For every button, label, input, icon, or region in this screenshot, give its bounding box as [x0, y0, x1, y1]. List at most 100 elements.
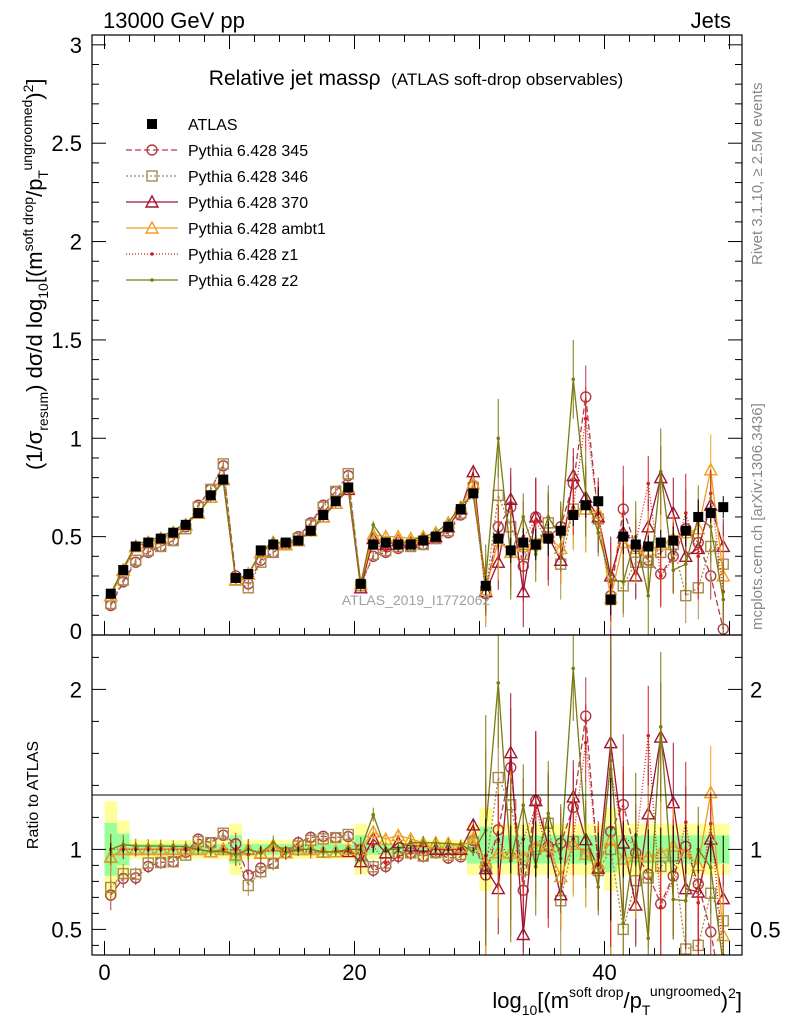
data-point	[568, 510, 579, 520]
y-tick-label-main: 2	[70, 230, 82, 255]
data-point	[533, 519, 538, 523]
data-point	[718, 502, 729, 513]
data-point	[118, 565, 129, 576]
ratio-point	[217, 827, 229, 839]
ratio-point	[271, 840, 276, 845]
ratio-point	[117, 867, 129, 880]
data-point	[516, 584, 531, 598]
data-point	[643, 541, 654, 552]
chart-title-group: Relative jet massρ (ATLAS soft-drop obse…	[209, 67, 623, 90]
ratio-point	[658, 905, 663, 910]
ratio-series-atlas	[110, 778, 724, 921]
data-point	[630, 539, 641, 550]
legend-marker	[144, 220, 160, 234]
data-point	[242, 582, 254, 594]
ratio-point	[155, 856, 167, 869]
data-point	[505, 545, 516, 556]
data-point	[618, 531, 629, 542]
data-point	[683, 511, 688, 515]
data-point	[518, 537, 529, 548]
header-left: 13000 GeV pp	[103, 8, 245, 33]
main-series-layer	[103, 339, 731, 635]
data-point	[443, 521, 454, 532]
data-point	[680, 525, 691, 536]
ratio-point	[342, 828, 354, 841]
ratio-point	[408, 851, 413, 855]
legend-entry: Pythia 6.428 z2	[126, 273, 298, 290]
data-point	[405, 539, 416, 550]
data-point	[371, 523, 376, 527]
ratio-point	[366, 824, 381, 838]
data-point	[655, 537, 666, 548]
data-point	[668, 535, 679, 546]
data-point	[155, 533, 166, 544]
ratio-point	[533, 805, 538, 810]
y-tick-label-main: 1.5	[51, 328, 82, 353]
data-point	[243, 569, 254, 580]
data-point	[721, 597, 726, 602]
ratio-point	[242, 879, 254, 892]
ratio-point	[171, 844, 176, 849]
y-tick-label-main-zero: 0	[70, 619, 82, 644]
ratio-point	[233, 853, 238, 857]
ratio-point	[158, 844, 163, 848]
ratio-point	[621, 921, 626, 925]
data-point	[621, 580, 626, 584]
ratio-point	[330, 831, 342, 844]
data-point	[393, 539, 404, 550]
y-tick-label-ratio: 0.5	[51, 917, 82, 942]
legend-label: ATLAS	[188, 117, 238, 134]
legend-label: Pythia 6.428 346	[188, 169, 308, 186]
ratio-point	[696, 900, 701, 905]
ratio-point	[208, 849, 213, 854]
rivet-version-text: Rivet 3.1.10, ≥ 2.5M events	[749, 83, 766, 266]
data-point	[555, 525, 566, 536]
ratio-point	[492, 771, 504, 784]
ratio-point	[496, 681, 501, 685]
data-point	[693, 511, 704, 522]
data-point	[380, 537, 391, 548]
ratio-line	[110, 775, 724, 950]
y-tick-label-ratio: 1	[70, 837, 82, 862]
ratio-point	[421, 840, 426, 845]
ratio-point	[255, 866, 267, 878]
data-point	[255, 545, 266, 556]
data-point	[496, 436, 501, 441]
ratio-point	[546, 811, 551, 816]
y-axis-label-main: (1/σresum) dσ/d log10[(msoft drop/pTungr…	[19, 78, 51, 470]
data-point	[608, 578, 613, 582]
ratio-point	[383, 861, 388, 865]
ratio-point	[683, 820, 688, 825]
data-point	[383, 548, 388, 553]
data-point	[658, 574, 663, 578]
data-point	[455, 504, 466, 515]
ratio-point	[466, 817, 481, 831]
ratio-point	[167, 856, 179, 868]
data-point	[546, 515, 551, 519]
ratio-point	[421, 850, 426, 855]
data-point	[658, 469, 663, 474]
legend-marker	[146, 144, 158, 156]
ratio-series-pythia-6-428-z1	[108, 635, 726, 955]
ratio-point	[317, 833, 329, 845]
legend-marker	[150, 252, 154, 256]
ratio-point	[371, 812, 376, 817]
data-point	[646, 481, 651, 486]
data-point	[105, 588, 116, 599]
data-point	[217, 458, 229, 470]
analysis-watermark: ATLAS_2019_I1772062	[342, 592, 491, 608]
ratio-series-layer	[103, 635, 731, 955]
x-tick-label: 40	[592, 960, 616, 985]
data-point	[468, 488, 479, 499]
ratio-point	[391, 828, 406, 842]
data-point	[268, 539, 279, 550]
chart-title: Relative jet massρ	[209, 67, 381, 90]
ratio-point	[446, 841, 451, 846]
data-point	[671, 568, 676, 572]
data-point	[355, 578, 366, 589]
data-point	[293, 535, 304, 546]
ratio-point	[221, 849, 226, 854]
data-point	[646, 593, 651, 598]
legend-entry: Pythia 6.428 ambt1	[126, 220, 326, 238]
